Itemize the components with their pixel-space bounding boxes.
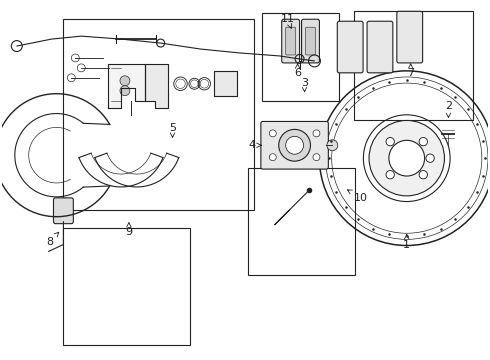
- Circle shape: [313, 154, 320, 161]
- Polygon shape: [108, 64, 145, 108]
- Bar: [262, 13, 339, 100]
- Text: 6: 6: [294, 64, 301, 78]
- Text: 11: 11: [281, 14, 294, 28]
- FancyBboxPatch shape: [286, 27, 295, 55]
- Polygon shape: [145, 64, 168, 108]
- FancyBboxPatch shape: [301, 19, 319, 63]
- Polygon shape: [214, 71, 237, 96]
- Circle shape: [120, 76, 130, 86]
- Circle shape: [426, 154, 434, 162]
- Circle shape: [327, 140, 338, 151]
- Text: 1: 1: [403, 234, 410, 251]
- Bar: [354, 11, 473, 121]
- Circle shape: [286, 136, 303, 154]
- Text: 8: 8: [46, 232, 59, 247]
- Text: 5: 5: [169, 123, 176, 138]
- FancyBboxPatch shape: [53, 198, 74, 224]
- Circle shape: [386, 171, 394, 179]
- Circle shape: [419, 171, 427, 179]
- FancyBboxPatch shape: [397, 11, 422, 63]
- Circle shape: [389, 140, 425, 176]
- Text: 9: 9: [125, 222, 132, 237]
- Circle shape: [120, 86, 130, 96]
- Text: 7: 7: [407, 64, 414, 78]
- Text: 3: 3: [301, 78, 308, 92]
- Circle shape: [270, 154, 276, 161]
- Circle shape: [279, 129, 311, 161]
- Bar: [63, 228, 191, 345]
- FancyBboxPatch shape: [282, 19, 299, 63]
- Bar: [248, 168, 355, 275]
- Text: 4: 4: [248, 140, 261, 150]
- FancyBboxPatch shape: [261, 121, 328, 169]
- Bar: [63, 19, 254, 210]
- FancyBboxPatch shape: [306, 27, 316, 55]
- Text: 10: 10: [347, 190, 368, 203]
- Circle shape: [419, 138, 427, 146]
- Circle shape: [313, 130, 320, 137]
- Circle shape: [386, 138, 394, 146]
- FancyBboxPatch shape: [337, 21, 363, 73]
- FancyBboxPatch shape: [367, 21, 393, 73]
- Circle shape: [369, 121, 444, 196]
- Text: 2: 2: [445, 100, 452, 118]
- Circle shape: [270, 130, 276, 137]
